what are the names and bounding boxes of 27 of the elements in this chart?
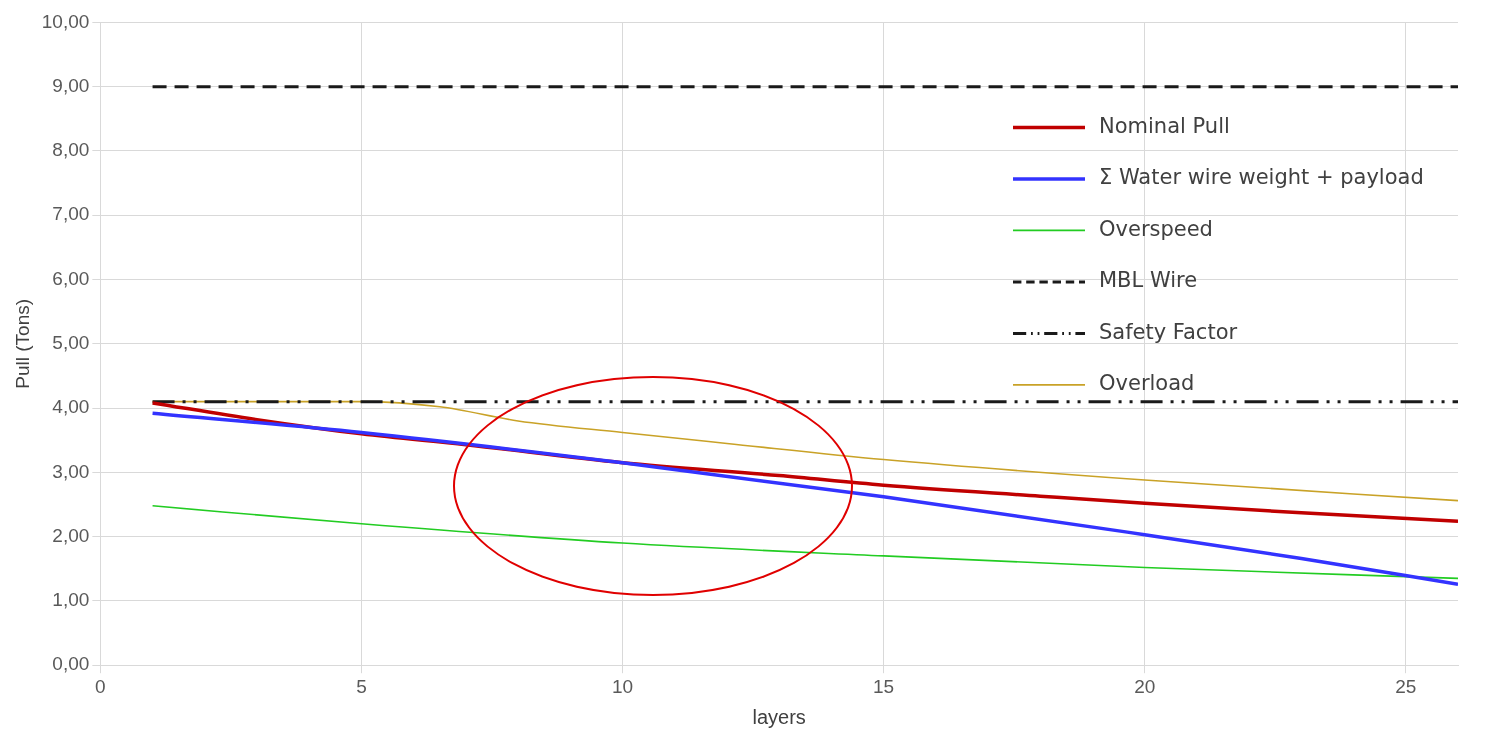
- legend-label: Nominal Pull: [1099, 113, 1230, 138]
- y-tick-label: 4,00: [52, 396, 90, 418]
- legend-label: Overload: [1099, 371, 1195, 396]
- x-tick-label: 15: [873, 675, 895, 697]
- y-tick-label: 7,00: [52, 203, 90, 225]
- line-series: [151, 504, 1458, 580]
- y-tick-label: 8,00: [52, 139, 90, 161]
- legend-label: Overspeed: [1099, 216, 1213, 241]
- x-axis-title: layers: [752, 705, 806, 728]
- y-tick-label: 3,00: [52, 460, 90, 482]
- x-tick-label: 20: [1134, 675, 1156, 697]
- x-tick-label: 5: [356, 675, 367, 697]
- y-tick-label: 9,00: [52, 74, 90, 96]
- legend-label: Safety Factor: [1099, 319, 1238, 344]
- y-tick-label: 0,00: [52, 653, 90, 675]
- y-tick-label: 6,00: [52, 267, 90, 289]
- x-tick-label: 0: [95, 675, 106, 697]
- x-tick-label: 25: [1395, 675, 1417, 697]
- y-tick-label: 2,00: [52, 524, 90, 546]
- y-axis-title: Pull (Tons): [11, 298, 33, 389]
- line-series: [150, 411, 1458, 586]
- y-tick-label: 1,00: [52, 589, 90, 611]
- legend-label: Σ Water wire weight + payload: [1099, 165, 1424, 190]
- y-tick-label: 5,00: [52, 332, 90, 354]
- x-tick-label: 10: [611, 675, 634, 697]
- y-tick-label: 10,00: [41, 10, 90, 32]
- legend-label: MBL Wire: [1099, 268, 1198, 293]
